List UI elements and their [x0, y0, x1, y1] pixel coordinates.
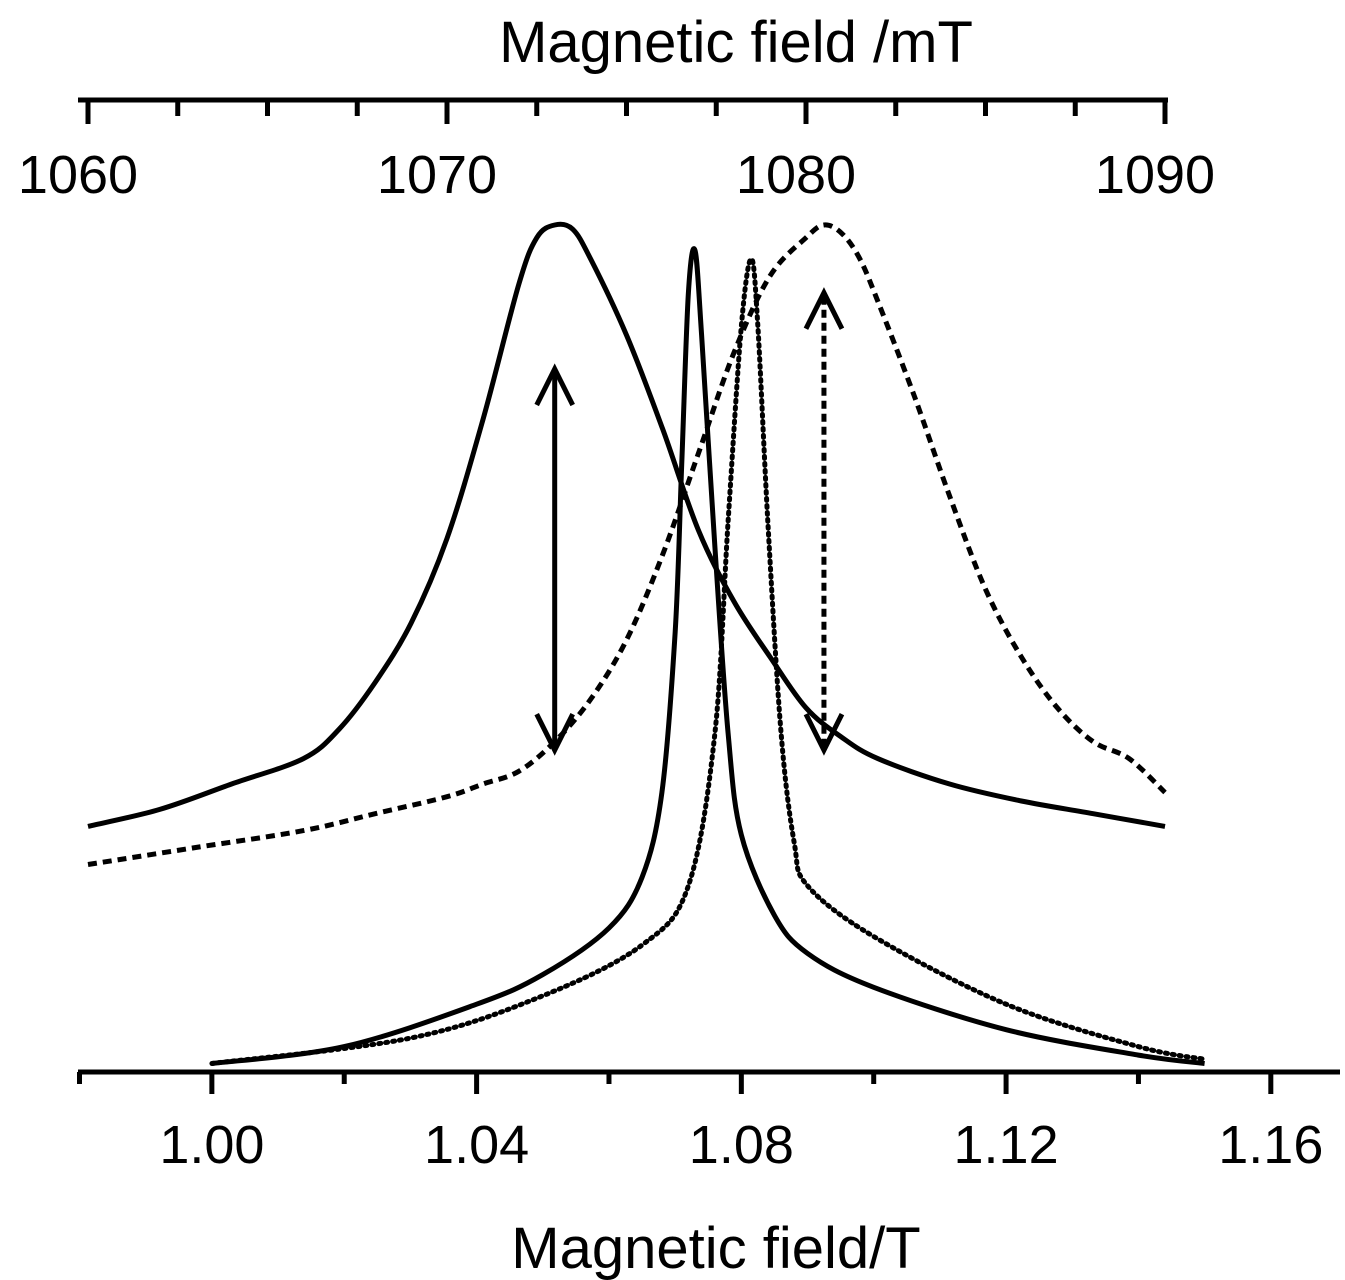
top-tick-label: 1080 — [736, 145, 856, 205]
series-3-dotted-line — [209, 256, 1208, 1066]
top-axis-title: Magnetic field /mT — [499, 10, 973, 75]
series-layer — [87, 221, 1208, 1066]
bottom-tick-label: 1.04 — [424, 1115, 529, 1175]
series-1-dashed-line — [87, 222, 1167, 867]
top-tick-label: 1090 — [1095, 145, 1215, 205]
series-2-solid-line — [211, 246, 1205, 1066]
top-tick-label: 1070 — [377, 145, 497, 205]
double-arrow-solid — [534, 363, 575, 756]
arrow-head-up — [803, 287, 845, 330]
top-tick-label: 1060 — [18, 145, 138, 205]
bottom-tick-label: 1.00 — [159, 1115, 264, 1175]
bottom-tick-label: 1.16 — [1218, 1115, 1323, 1175]
bottom-tick-label: 1.08 — [689, 1115, 794, 1175]
arrow-head-up — [534, 363, 575, 407]
series-0-solid-line — [87, 221, 1166, 829]
arrow-head-down — [534, 713, 575, 756]
double-arrow-dashed — [803, 287, 845, 756]
arrow-head-down — [803, 713, 845, 756]
top-axis-ticks: 1060 1070 1080 1090 — [18, 100, 1215, 205]
bottom-axis-ticks: 1.00 1.04 1.08 1.12 1.16 — [77, 1072, 1323, 1175]
bottom-tick-label: 1.12 — [954, 1115, 1059, 1175]
bottom-axis-title: Magnetic field/T — [511, 1216, 920, 1280]
annotation-layer — [534, 287, 845, 756]
